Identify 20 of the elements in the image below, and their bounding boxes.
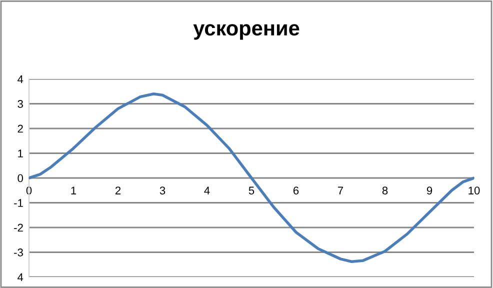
y-tick-label: 2: [18, 124, 23, 133]
y-tick-label: 4: [18, 273, 24, 282]
y-tick-label: 1: [18, 150, 23, 158]
x-tick-label: 5: [248, 186, 254, 194]
x-tick-label: 4: [204, 186, 210, 194]
x-tick-label: 3: [160, 186, 166, 194]
y-tick-label: -1: [14, 199, 23, 207]
y-tick-label: 3: [18, 100, 23, 108]
y-tick-label: -2: [14, 224, 23, 232]
x-tick-label: 10: [468, 186, 480, 194]
x-tick-label: 6: [293, 186, 299, 194]
x-tick-label: 2: [115, 186, 121, 194]
x-tick-label: 8: [382, 186, 388, 194]
y-tick-label: 4: [18, 75, 24, 84]
chart-title: ускорение: [193, 24, 300, 40]
x-tick-label: 7: [338, 186, 344, 194]
x-tick-label: 1: [71, 186, 76, 194]
x-tick-label: 9: [426, 186, 432, 194]
y-tick-label: 0: [18, 174, 24, 182]
y-tick-label: -3: [14, 248, 23, 256]
